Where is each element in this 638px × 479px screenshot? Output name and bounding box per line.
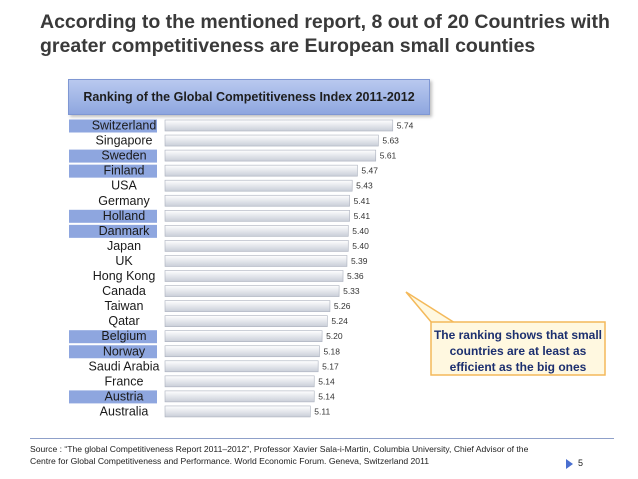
bar <box>164 285 340 297</box>
country-highlight <box>69 390 157 404</box>
data-label: 5.18 <box>323 346 340 356</box>
callout-box <box>430 321 606 376</box>
data-label: 5.39 <box>351 256 368 266</box>
category-label: Sweden <box>101 149 146 163</box>
category-label: Singapore <box>96 134 153 148</box>
bar <box>164 315 328 327</box>
data-label: 5.74 <box>397 121 414 131</box>
data-label: 5.24 <box>331 316 348 326</box>
bar <box>164 300 331 312</box>
bar <box>164 134 379 147</box>
bar <box>164 119 394 132</box>
callout-pointer <box>405 291 458 324</box>
category-label: Hong Kong <box>93 269 156 283</box>
slide-title: According to the mentioned report, 8 out… <box>40 11 610 57</box>
data-label: 5.14 <box>318 391 335 401</box>
category-label: Canada <box>102 284 146 298</box>
data-label: 5.14 <box>318 376 335 386</box>
bar <box>164 360 319 373</box>
country-highlight <box>69 164 157 178</box>
category-label: Holland <box>103 209 145 223</box>
category-label: Norway <box>103 344 146 358</box>
bar <box>164 179 353 192</box>
category-label: Switzerland <box>92 119 157 133</box>
category-label: Australia <box>100 404 149 418</box>
category-label: Belgium <box>101 329 146 343</box>
category-label: Danmark <box>99 224 150 238</box>
data-label: 5.41 <box>354 196 371 206</box>
data-label: 5.43 <box>356 181 373 191</box>
bar <box>164 270 344 282</box>
data-label: 5.63 <box>382 136 399 146</box>
bar <box>164 149 377 162</box>
data-label: 5.41 <box>354 211 371 221</box>
callout-text: The ranking shows that small countries a… <box>433 328 603 374</box>
category-label: USA <box>111 179 137 193</box>
bar <box>164 210 350 222</box>
country-highlight <box>69 345 157 359</box>
source-note: Source : “The global Competitiveness Rep… <box>30 444 529 466</box>
chart-header-box: Ranking of the Global Competitiveness In… <box>68 79 430 115</box>
data-label: 5.40 <box>352 241 369 251</box>
bar <box>164 345 320 358</box>
data-label: 5.20 <box>326 331 343 341</box>
category-label: Germany <box>98 194 150 208</box>
category-label: Japan <box>107 239 141 253</box>
data-label: 5.47 <box>361 166 378 176</box>
page-number: 5 <box>578 458 584 468</box>
country-highlight <box>69 149 157 163</box>
category-label: Saudi Arabia <box>89 359 160 373</box>
bar <box>164 164 358 177</box>
data-label: 5.40 <box>352 226 369 236</box>
country-highlight <box>69 119 157 133</box>
category-label: UK <box>115 254 133 268</box>
bar <box>164 390 315 403</box>
bar <box>164 194 350 207</box>
country-highlight <box>69 209 157 223</box>
data-label: 5.26 <box>334 301 351 311</box>
category-label: Qatar <box>108 314 139 328</box>
country-highlight <box>69 224 157 238</box>
chart-header-text: Ranking of the Global Competitiveness In… <box>83 90 415 104</box>
data-label: 5.11 <box>314 406 330 416</box>
bar <box>164 330 323 343</box>
data-label: 5.36 <box>347 271 364 281</box>
data-label: 5.17 <box>322 361 339 371</box>
bar <box>164 240 349 252</box>
bar <box>164 255 348 267</box>
category-label: Austria <box>105 389 144 403</box>
data-label: 5.61 <box>380 151 397 161</box>
footer-divider <box>30 438 614 439</box>
bar <box>164 225 349 237</box>
category-label: Taiwan <box>105 299 144 313</box>
page-marker-icon <box>566 459 573 469</box>
bar <box>164 375 315 388</box>
country-highlight <box>69 330 157 344</box>
bar <box>164 405 311 418</box>
category-label: France <box>105 374 144 388</box>
data-label: 5.33 <box>343 286 360 296</box>
category-label: Finland <box>104 164 145 178</box>
